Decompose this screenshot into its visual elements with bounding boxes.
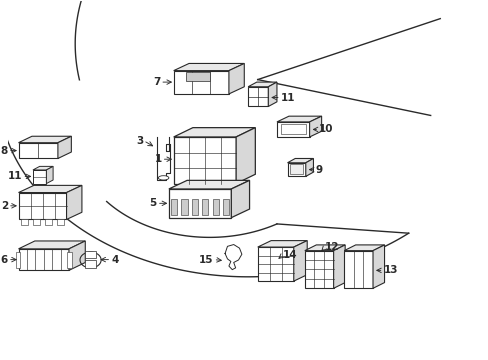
Bar	[257, 247, 293, 281]
Bar	[287, 163, 305, 176]
Bar	[276, 122, 309, 137]
Polygon shape	[287, 158, 313, 163]
Text: 12: 12	[325, 242, 339, 252]
Bar	[19, 249, 69, 270]
Polygon shape	[333, 245, 345, 288]
Bar	[290, 164, 302, 174]
Polygon shape	[293, 240, 306, 281]
Polygon shape	[305, 158, 313, 176]
Bar	[280, 124, 305, 134]
Text: 3: 3	[136, 136, 143, 145]
Bar	[16, 252, 20, 267]
Bar	[57, 219, 64, 225]
Bar	[171, 199, 177, 215]
Polygon shape	[46, 166, 53, 184]
Bar	[33, 219, 41, 225]
Bar	[84, 260, 96, 267]
Bar	[168, 189, 231, 218]
Bar	[202, 199, 208, 215]
Polygon shape	[173, 128, 255, 137]
Polygon shape	[19, 185, 82, 193]
Bar	[181, 199, 187, 215]
Polygon shape	[247, 82, 276, 87]
Text: 13: 13	[383, 265, 397, 275]
Bar	[185, 72, 209, 81]
Bar	[191, 199, 198, 215]
Bar	[212, 199, 218, 215]
Polygon shape	[309, 116, 321, 137]
Text: 4: 4	[111, 255, 119, 265]
Polygon shape	[58, 136, 71, 158]
Bar	[344, 251, 372, 288]
Bar	[19, 143, 58, 158]
Polygon shape	[268, 82, 276, 107]
Polygon shape	[69, 241, 85, 270]
Polygon shape	[19, 136, 71, 143]
Bar	[33, 170, 46, 184]
Text: 11: 11	[280, 93, 295, 103]
Text: 1: 1	[154, 154, 162, 164]
Text: 10: 10	[319, 125, 333, 134]
Bar	[44, 219, 52, 225]
Text: 2: 2	[0, 201, 8, 211]
Polygon shape	[344, 245, 384, 251]
Polygon shape	[276, 116, 321, 122]
Bar	[247, 87, 268, 107]
Polygon shape	[168, 180, 249, 189]
Bar	[223, 199, 229, 215]
Polygon shape	[228, 63, 244, 94]
Polygon shape	[257, 240, 306, 247]
Bar	[20, 219, 28, 225]
Polygon shape	[33, 166, 53, 170]
Bar	[173, 71, 228, 94]
Text: 11: 11	[8, 171, 22, 181]
Text: 14: 14	[282, 250, 297, 260]
Bar	[304, 251, 333, 288]
Polygon shape	[304, 245, 345, 251]
Bar	[67, 252, 72, 267]
Polygon shape	[19, 241, 85, 249]
Ellipse shape	[158, 176, 168, 180]
Polygon shape	[173, 63, 244, 71]
Text: 5: 5	[149, 198, 157, 208]
Bar	[19, 193, 66, 220]
Text: 6: 6	[0, 255, 8, 265]
Polygon shape	[66, 185, 82, 220]
Polygon shape	[236, 128, 255, 184]
Bar	[84, 251, 96, 258]
Text: 9: 9	[315, 165, 322, 175]
Text: 7: 7	[153, 77, 160, 87]
Text: 8: 8	[0, 145, 8, 156]
Polygon shape	[231, 180, 249, 218]
Polygon shape	[372, 245, 384, 288]
Text: 15: 15	[199, 255, 213, 265]
Bar	[173, 137, 236, 184]
